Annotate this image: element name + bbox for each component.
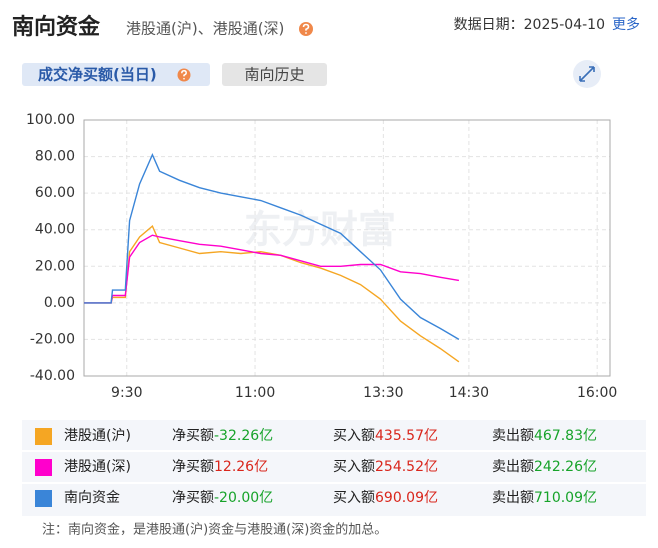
title: 南向资金 xyxy=(12,14,101,40)
legend-swatch xyxy=(35,428,52,445)
more-link[interactable]: 更多 xyxy=(612,16,640,33)
tab-active[interactable] xyxy=(22,63,210,86)
summary-label: 卖出额 xyxy=(492,428,534,444)
help-icon[interactable] xyxy=(299,22,313,36)
series-line xyxy=(84,234,460,304)
y-tick-label: 60.00 xyxy=(35,185,75,201)
summary-label: 净买额 xyxy=(172,428,214,444)
date: 数据日期：2025-04-10 xyxy=(454,17,605,33)
summary-label: 买入额 xyxy=(333,428,375,444)
x-tick-label: 16:00 xyxy=(577,385,617,401)
y-tick-label: 20.00 xyxy=(35,258,75,274)
summary-label: 卖出额 xyxy=(492,490,534,506)
date-value: 2025-04-10 xyxy=(524,17,605,33)
summary-value: 467.83亿 xyxy=(534,428,597,444)
y-tick-label: 40.00 xyxy=(35,222,75,238)
summary-label: 买入额 xyxy=(333,490,375,506)
summary-label: 买入额 xyxy=(333,459,375,475)
summary-label: 净买额 xyxy=(172,490,214,506)
series-line xyxy=(84,152,460,341)
tab-label[interactable]: 南向历史 xyxy=(244,66,304,84)
summary-value: -32.26亿 xyxy=(214,428,273,444)
summary-value: 435.57亿 xyxy=(375,428,438,444)
y-tick-label: -40.00 xyxy=(30,368,75,384)
tab[interactable] xyxy=(222,63,327,86)
plot: 东方财富-40.00-20.000.0020.0040.0060.0080.00… xyxy=(26,112,617,401)
x-tick-label: 11:00 xyxy=(235,385,275,401)
expand-button[interactable] xyxy=(573,60,601,88)
y-tick-label: 100.00 xyxy=(26,112,75,128)
summary-cell: 净买额-32.26亿 xyxy=(172,428,273,444)
summary-cell: 卖出额467.83亿 xyxy=(492,428,597,444)
summary-cell: 卖出额710.09亿 xyxy=(492,490,597,506)
summary-cell: 买入额435.57亿 xyxy=(333,428,438,444)
help-icon[interactable] xyxy=(177,68,191,82)
x-tick-label: 13:30 xyxy=(363,385,403,401)
x-tick-label: 9:30 xyxy=(111,385,142,401)
summary-value: 242.26亿 xyxy=(534,459,597,475)
summary-value: 254.52亿 xyxy=(375,459,438,475)
summary-value: -20.00亿 xyxy=(214,490,273,506)
summary-cell: 卖出额242.26亿 xyxy=(492,459,597,475)
date-label: 数据日期： xyxy=(454,17,524,33)
subtitle: 港股通(沪)、港股通(深) xyxy=(126,20,284,38)
legend-label: 港股通(深) xyxy=(64,459,131,475)
legend-swatch xyxy=(35,490,52,507)
summary-table xyxy=(22,420,646,516)
summary-rows: 港股通(沪) 净买额-32.26亿 买入额435.57亿 卖出额467.83亿港股通(… xyxy=(35,428,597,507)
y-tick-label: -20.00 xyxy=(30,331,75,347)
summary-label: 净买额 xyxy=(172,459,214,475)
summary-value: 12.26亿 xyxy=(214,459,268,475)
legend-swatch xyxy=(35,459,52,476)
plot-frame xyxy=(83,119,611,377)
summary-cell: 净买额12.26亿 xyxy=(172,459,268,475)
y-tick-label: 80.00 xyxy=(35,149,75,165)
summary-value: 690.09亿 xyxy=(375,490,438,506)
tab-label[interactable]: 成交净买额(当日) xyxy=(38,66,157,84)
legend-label: 南向资金 xyxy=(64,490,120,506)
summary-value: 710.09亿 xyxy=(534,490,597,506)
note: 注：南向资金，是港股通(沪)资金与港股通(深)资金的加总。 xyxy=(42,522,387,538)
summary-cell: 净买额-20.00亿 xyxy=(172,490,273,506)
summary-cell: 买入额690.09亿 xyxy=(333,490,438,506)
summary-cell: 买入额254.52亿 xyxy=(333,459,438,475)
summary-label: 卖出额 xyxy=(492,459,534,475)
legend-label: 港股通(沪) xyxy=(64,428,131,444)
y-tick-label: 0.00 xyxy=(44,295,75,311)
x-tick-label: 14:30 xyxy=(449,385,489,401)
